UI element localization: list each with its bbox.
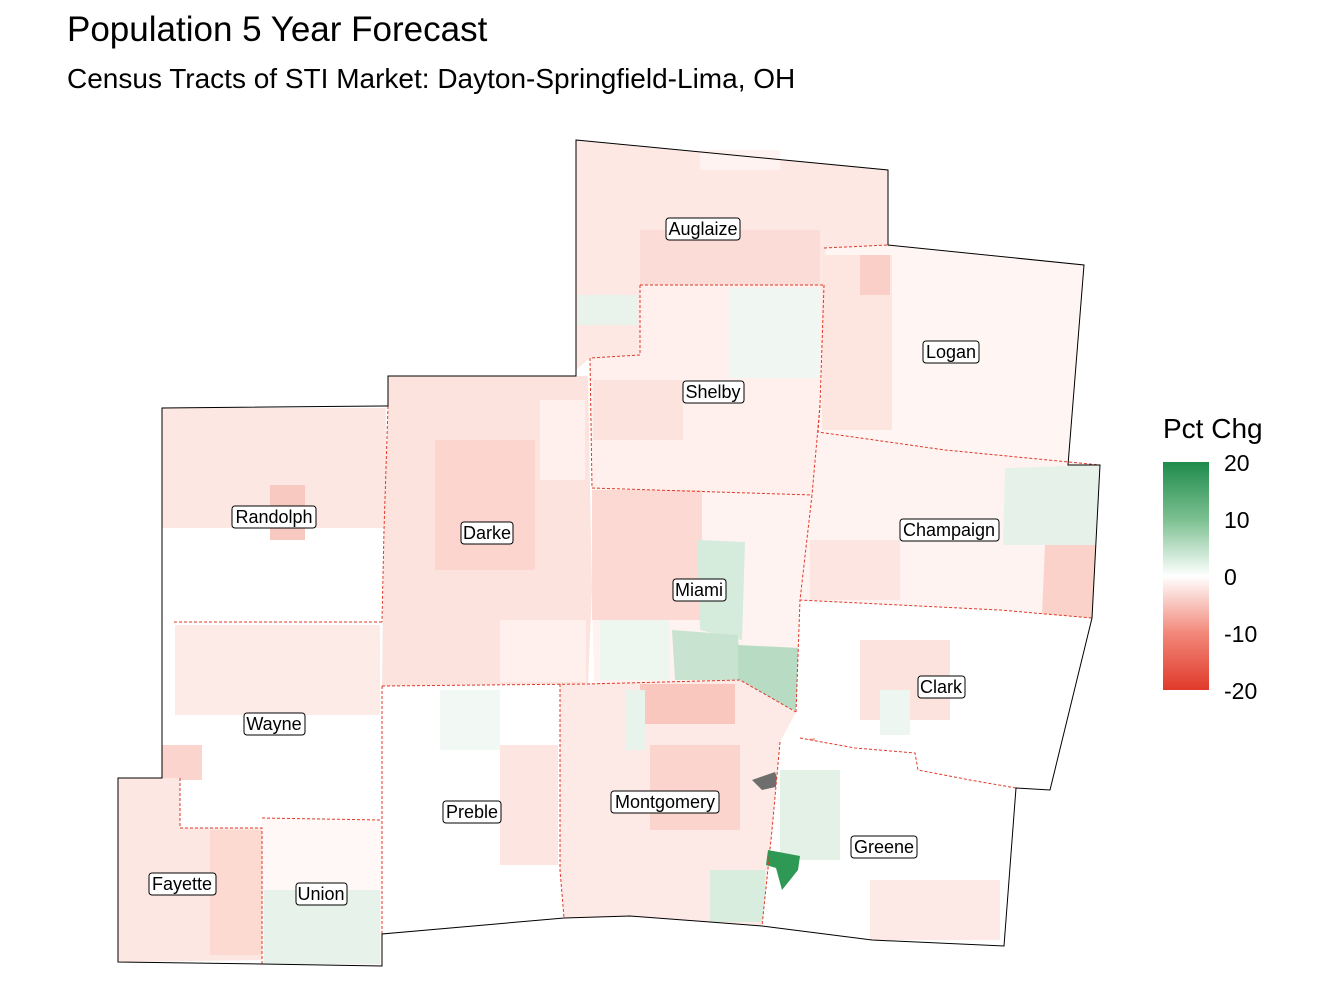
- svg-text:Preble: Preble: [446, 802, 498, 822]
- svg-text:Champaign: Champaign: [903, 520, 995, 540]
- legend-tick-0: 0: [1224, 564, 1237, 590]
- label-wayne: Wayne: [243, 712, 306, 736]
- legend-title: Pct Chg: [1163, 413, 1263, 444]
- county-borders: [174, 244, 1101, 966]
- svg-text:Logan: Logan: [926, 342, 976, 362]
- label-greene: Greene: [850, 835, 918, 859]
- label-logan: Logan: [922, 340, 980, 364]
- label-champaign: Champaign: [899, 518, 1000, 542]
- legend-tick-minus-20: -20: [1224, 678, 1258, 704]
- svg-text:Montgomery: Montgomery: [615, 792, 715, 812]
- svg-text:Auglaize: Auglaize: [668, 219, 737, 239]
- county-fayette: [118, 778, 262, 962]
- svg-text:Greene: Greene: [854, 837, 914, 857]
- svg-text:Randolph: Randolph: [235, 507, 312, 527]
- svg-text:Darke: Darke: [463, 523, 511, 543]
- legend-tick-20: 20: [1224, 450, 1250, 476]
- svg-text:Shelby: Shelby: [685, 382, 740, 402]
- legend-tick-10: 10: [1224, 507, 1250, 533]
- label-auglaize: Auglaize: [665, 217, 741, 241]
- county-logan: [818, 245, 1084, 465]
- label-montgomery: Montgomery: [610, 790, 720, 814]
- county-auglaize: [576, 140, 888, 370]
- svg-text:Wayne: Wayne: [246, 714, 301, 734]
- svg-text:Union: Union: [297, 884, 344, 904]
- map-title: Population 5 Year Forecast: [67, 10, 488, 49]
- label-miami: Miami: [672, 578, 727, 602]
- legend-colorbar: [1163, 462, 1209, 690]
- svg-text:Miami: Miami: [675, 580, 723, 600]
- label-union: Union: [295, 882, 348, 906]
- market-outline: [117, 139, 1101, 967]
- label-randolph: Randolph: [231, 505, 317, 529]
- label-shelby: Shelby: [682, 380, 745, 404]
- label-darke: Darke: [460, 521, 514, 545]
- label-preble: Preble: [442, 800, 502, 824]
- svg-text:Fayette: Fayette: [152, 874, 212, 894]
- label-clark: Clark: [917, 675, 966, 699]
- svg-text:Clark: Clark: [920, 677, 963, 697]
- legend-tick-minus-10: -10: [1224, 621, 1258, 647]
- map-subtitle: Census Tracts of STI Market: Dayton-Spri…: [67, 63, 796, 94]
- label-fayette: Fayette: [148, 872, 217, 896]
